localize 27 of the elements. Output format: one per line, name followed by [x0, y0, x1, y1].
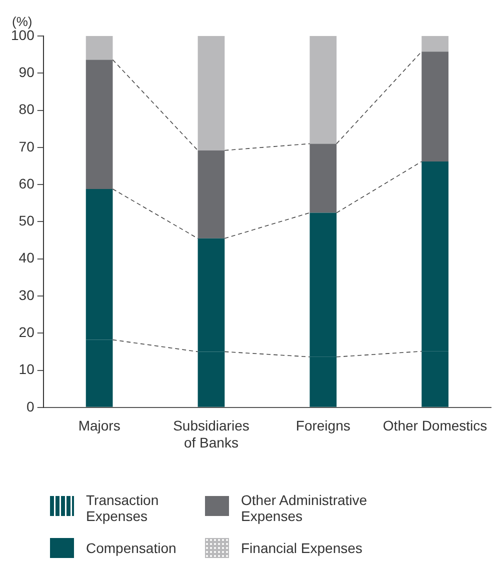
x-tick-label: Other Domestics [382, 418, 488, 434]
x-tick-label: Subsidiaries of Banks [173, 418, 250, 450]
bar [422, 52, 448, 162]
bar [86, 36, 113, 60]
bar [198, 36, 225, 150]
y-tick-label: 80 [18, 101, 35, 118]
legend-label: Transaction Expenses [86, 492, 160, 524]
legend-label: Other Administrative Expenses [241, 492, 368, 524]
y-tick-label: 50 [18, 212, 35, 229]
y-tick-label: 0 [26, 398, 35, 414]
y-axis-title: (%) [12, 14, 32, 29]
bar [310, 36, 337, 144]
y-tick-label: 70 [18, 138, 35, 154]
bar [422, 36, 448, 52]
legend-label: Compensation [86, 540, 176, 556]
bar [198, 150, 225, 238]
y-tick-label: 90 [18, 64, 35, 80]
x-tick-label: Foreigns [296, 418, 350, 434]
y-tick-label: 30 [18, 286, 35, 303]
y-tick-label: 20 [18, 324, 35, 340]
y-tick-label: 40 [18, 250, 35, 266]
bar [310, 144, 337, 213]
y-tick-label: 10 [18, 361, 35, 378]
legend-label: Financial Expenses [241, 540, 362, 556]
bar [86, 60, 113, 190]
y-tick-label: 60 [18, 175, 35, 192]
x-tick-label: Majors [78, 418, 120, 434]
